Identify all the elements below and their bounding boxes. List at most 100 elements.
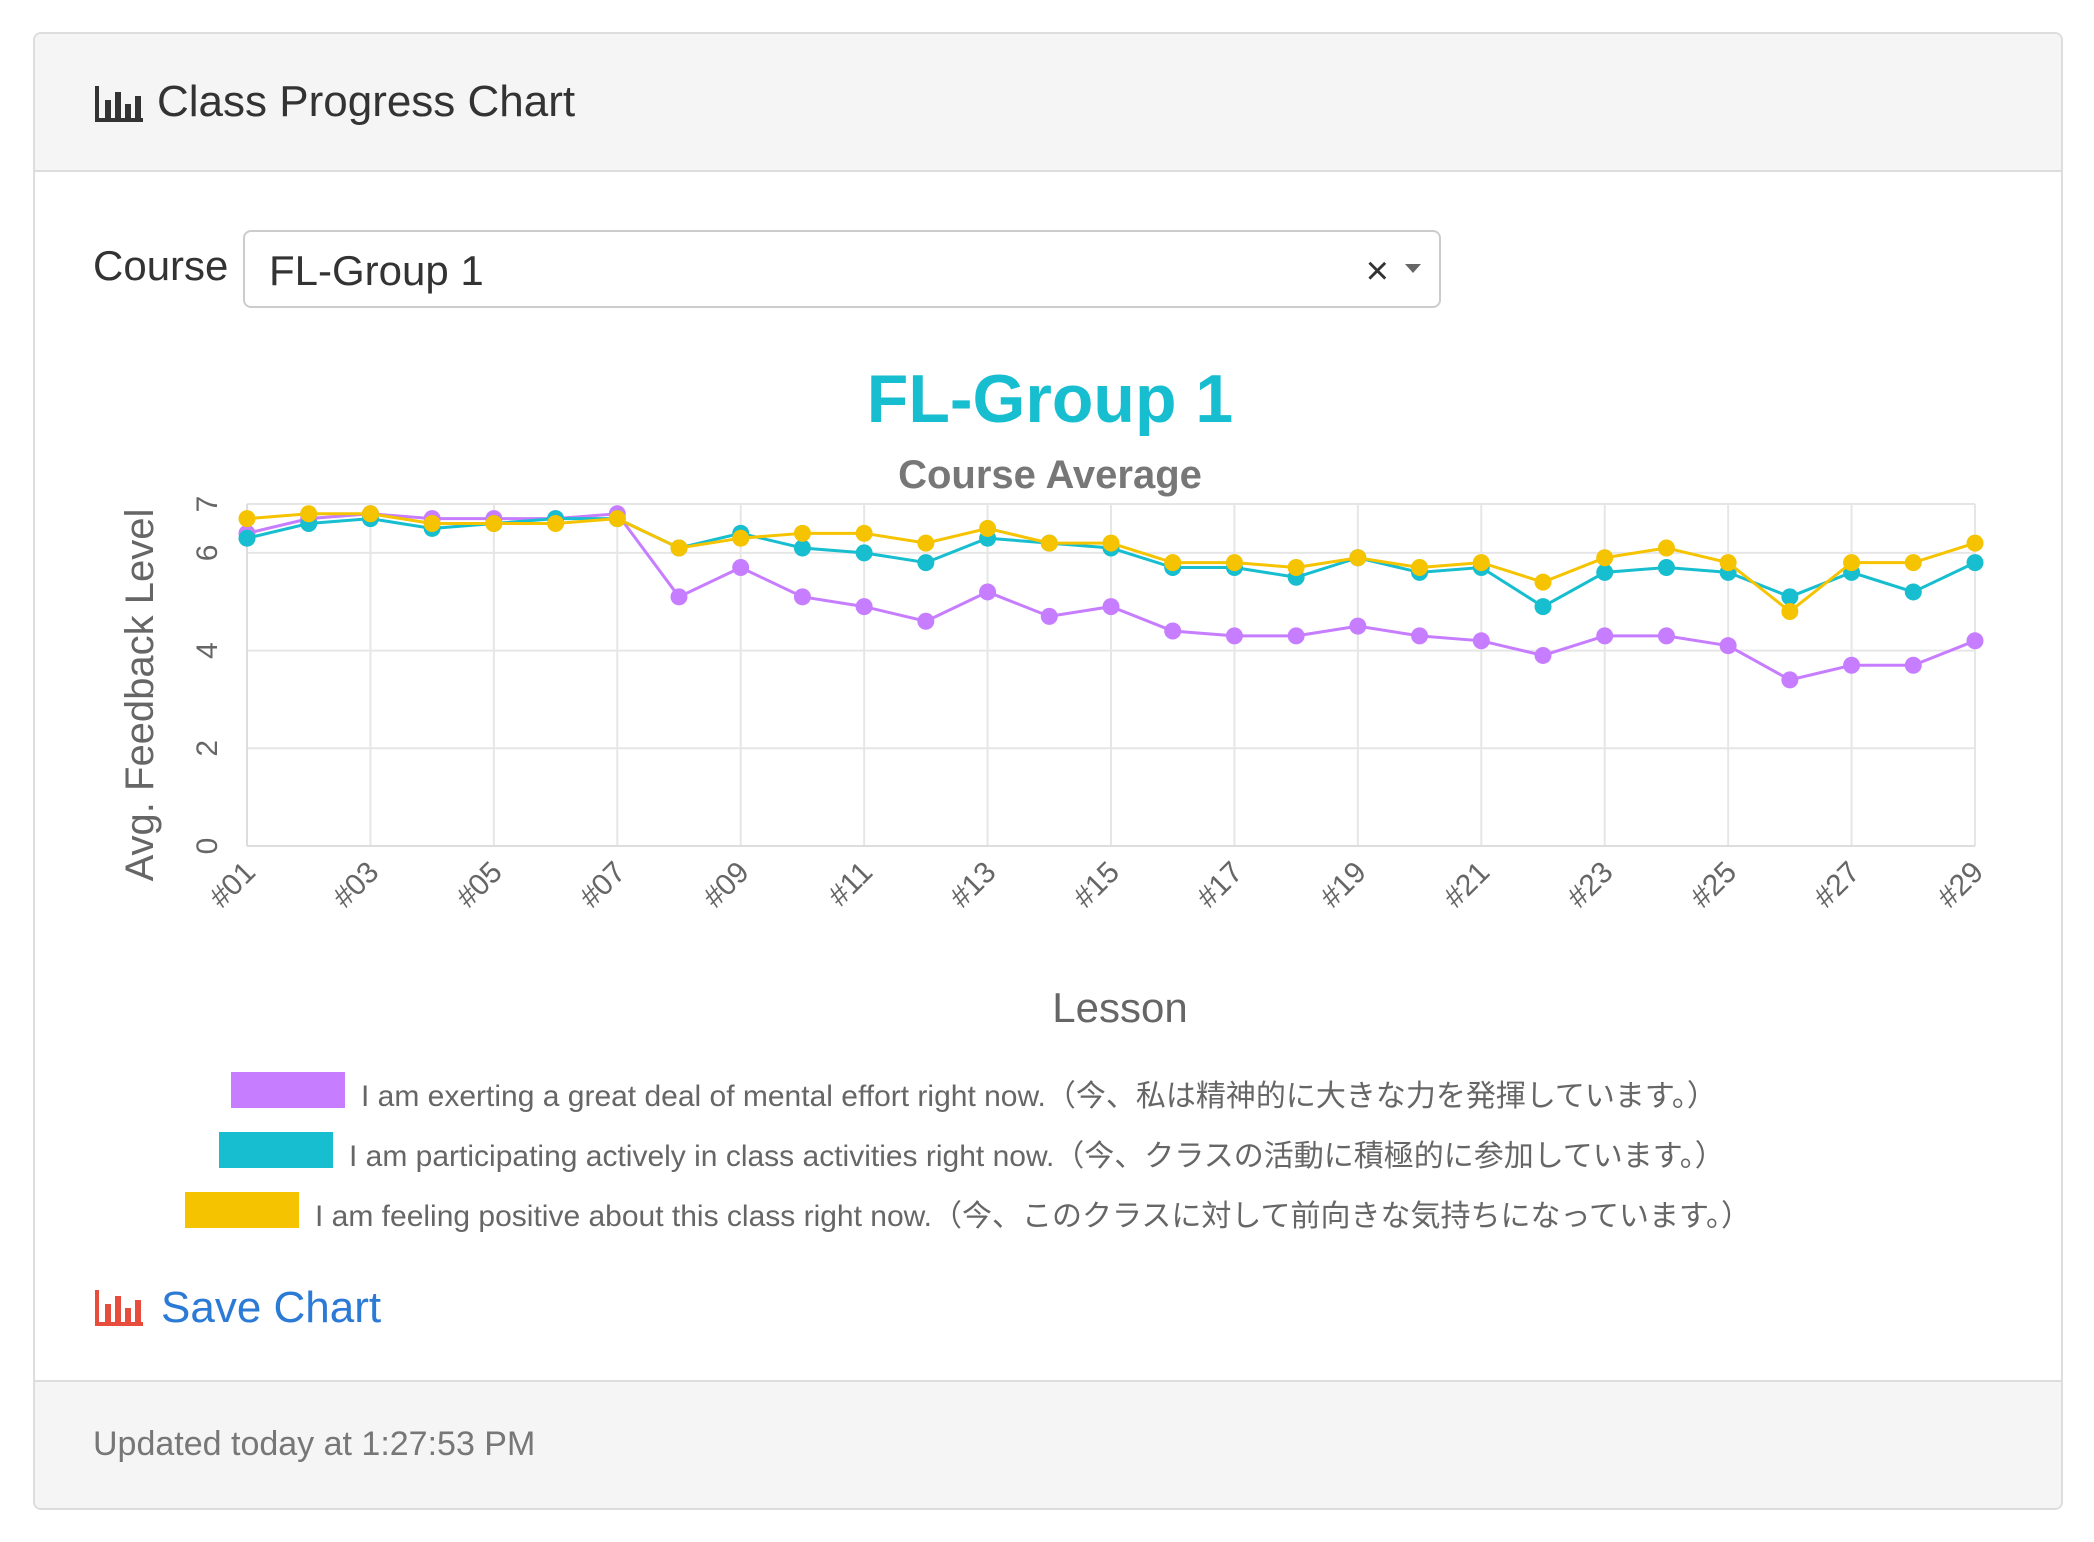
data-point bbox=[793, 524, 811, 542]
data-point bbox=[1657, 627, 1675, 645]
x-tick-label: #03 bbox=[327, 856, 386, 915]
x-tick-label: #01 bbox=[203, 856, 262, 915]
data-point bbox=[1225, 627, 1243, 645]
data-point bbox=[1966, 632, 1984, 650]
legend-swatch bbox=[231, 1072, 345, 1108]
data-point bbox=[1843, 656, 1861, 674]
data-point bbox=[1411, 627, 1429, 645]
data-point bbox=[1781, 602, 1799, 620]
data-point bbox=[547, 515, 565, 533]
data-point bbox=[361, 505, 379, 523]
course-average-chart: FL-Group 1 Course Average 0 2 4 6 7 #01 #03 #05 #0… bbox=[118, 361, 1990, 1233]
x-tick-label: #23 bbox=[1561, 856, 1620, 915]
data-point bbox=[1966, 554, 1984, 572]
data-point bbox=[1657, 559, 1675, 577]
data-point bbox=[917, 554, 935, 572]
data-point bbox=[238, 510, 256, 528]
data-point bbox=[1164, 622, 1182, 640]
legend-label: I am feeling positive about this class r… bbox=[315, 1200, 1751, 1233]
data-point bbox=[1534, 598, 1552, 616]
data-point bbox=[793, 539, 811, 557]
data-point bbox=[1349, 617, 1367, 635]
bar-chart-icon bbox=[95, 1290, 143, 1326]
chart-subtitle: Course Average bbox=[898, 453, 1202, 497]
x-tick-label: #29 bbox=[1931, 856, 1990, 915]
data-point bbox=[1596, 627, 1614, 645]
data-point bbox=[1904, 583, 1922, 601]
y-tick-label: 0 bbox=[191, 838, 224, 855]
chart-title: FL-Group 1 bbox=[867, 361, 1233, 437]
y-axis-label: Avg. Feedback Level bbox=[118, 509, 162, 882]
data-point bbox=[855, 524, 873, 542]
data-point bbox=[1534, 646, 1552, 664]
x-tick-label: #21 bbox=[1438, 856, 1497, 915]
clear-selection-button[interactable]: × bbox=[1365, 249, 1389, 293]
legend-label: I am participating actively in class act… bbox=[349, 1140, 1725, 1173]
data-point bbox=[670, 588, 688, 606]
data-point bbox=[979, 519, 997, 537]
course-select[interactable]: FL-Group 1 × bbox=[243, 230, 1441, 308]
data-point bbox=[1164, 554, 1182, 572]
data-point bbox=[670, 539, 688, 557]
data-point bbox=[1287, 559, 1305, 577]
data-point bbox=[1225, 554, 1243, 572]
data-point bbox=[1102, 598, 1120, 616]
data-point bbox=[979, 583, 997, 601]
data-point bbox=[1472, 554, 1490, 572]
x-tick-label: #19 bbox=[1314, 856, 1373, 915]
data-point bbox=[732, 529, 750, 547]
data-point bbox=[1904, 656, 1922, 674]
y-tick-label: 2 bbox=[191, 740, 224, 757]
x-tick-label: #09 bbox=[697, 856, 756, 915]
x-tick-label: #17 bbox=[1191, 856, 1250, 915]
y-tick-label: 6 bbox=[191, 545, 224, 562]
class-progress-panel: Class Progress Chart Course FL-Group 1 ×… bbox=[33, 32, 2063, 1510]
data-point bbox=[1040, 534, 1058, 552]
data-point bbox=[1719, 637, 1737, 655]
course-select-value: FL-Group 1 bbox=[269, 247, 484, 294]
data-point bbox=[1966, 534, 1984, 552]
data-point bbox=[1781, 671, 1799, 689]
data-point bbox=[1596, 563, 1614, 581]
y-tick-label: 7 bbox=[191, 496, 224, 513]
panel-header: Class Progress Chart bbox=[35, 34, 2061, 172]
x-tick-label: #07 bbox=[574, 856, 633, 915]
data-point bbox=[1781, 588, 1799, 606]
bar-chart-icon bbox=[95, 86, 143, 122]
save-chart-label: Save Chart bbox=[161, 1283, 382, 1332]
data-point bbox=[485, 515, 503, 533]
data-point bbox=[1657, 539, 1675, 557]
caret-down-icon[interactable] bbox=[1405, 264, 1421, 273]
data-point bbox=[1719, 554, 1737, 572]
updated-timestamp: Updated today at 1:27:53 PM bbox=[93, 1425, 536, 1463]
data-point bbox=[732, 559, 750, 577]
data-point bbox=[855, 598, 873, 616]
data-point bbox=[238, 529, 256, 547]
data-point bbox=[1411, 559, 1429, 577]
data-point bbox=[1843, 554, 1861, 572]
data-point bbox=[423, 515, 441, 533]
data-point bbox=[1349, 549, 1367, 567]
x-tick-label: #27 bbox=[1808, 856, 1867, 915]
data-point bbox=[793, 588, 811, 606]
legend-swatch bbox=[219, 1132, 333, 1168]
panel-title: Class Progress Chart bbox=[157, 77, 576, 126]
data-point bbox=[917, 612, 935, 630]
data-point bbox=[300, 505, 318, 523]
data-point bbox=[917, 534, 935, 552]
data-point bbox=[1287, 627, 1305, 645]
x-tick-label: #11 bbox=[822, 856, 879, 913]
x-axis-label: Lesson bbox=[1052, 984, 1187, 1031]
course-label: Course bbox=[93, 242, 229, 289]
data-point bbox=[1040, 607, 1058, 625]
data-point bbox=[1472, 632, 1490, 650]
legend-label: I am exerting a great deal of mental eff… bbox=[361, 1080, 1717, 1113]
data-point bbox=[1102, 534, 1120, 552]
x-tick-label: #25 bbox=[1684, 856, 1743, 915]
y-tick-label: 4 bbox=[191, 642, 224, 659]
legend-swatch bbox=[185, 1192, 299, 1228]
x-tick-label: #05 bbox=[450, 856, 509, 915]
x-tick-label: #15 bbox=[1067, 856, 1126, 915]
data-point bbox=[608, 510, 626, 528]
data-point bbox=[855, 544, 873, 562]
